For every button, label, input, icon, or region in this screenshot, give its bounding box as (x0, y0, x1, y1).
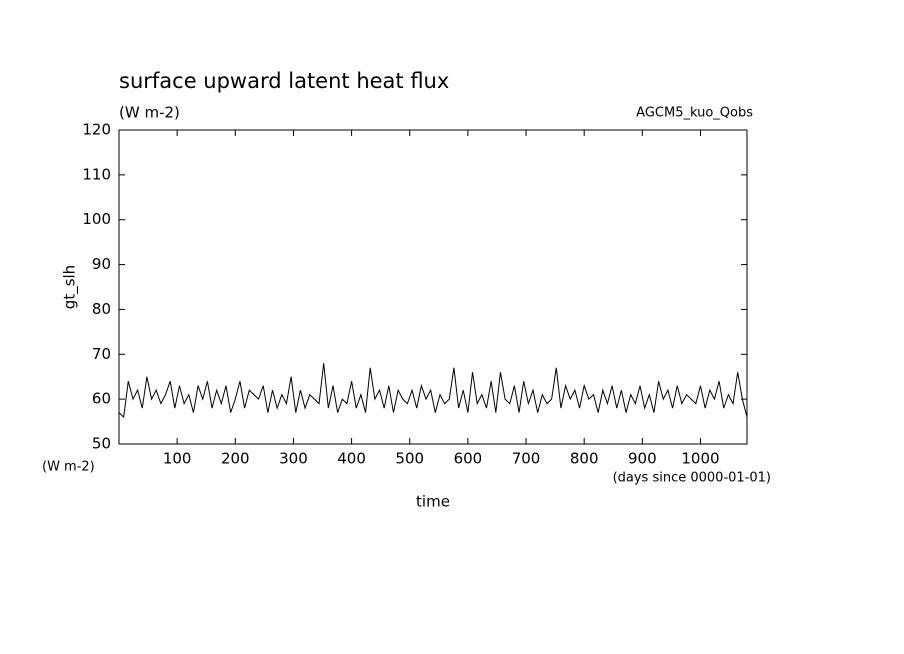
annotation: AGCM5_kuo_Qobs (636, 106, 753, 121)
x-axis-label: time (416, 493, 450, 511)
x-tick-label: 900 (628, 450, 657, 468)
x-tick-label: 300 (279, 450, 308, 468)
y-tick-label: 80 (92, 300, 111, 318)
x-tick-label: 700 (512, 450, 541, 468)
y-tick-label: 70 (92, 345, 111, 363)
y-tick-label: 110 (82, 165, 111, 183)
x-tick-label: 600 (454, 450, 483, 468)
x-tick-label: 200 (221, 450, 250, 468)
chart-title: surface upward latent heat flux (119, 69, 449, 93)
y-tick-label: 100 (82, 210, 111, 228)
x-tick-label: 400 (337, 450, 366, 468)
y-axis-label: gt_slh (61, 265, 80, 309)
y-tick-label: 120 (82, 121, 111, 139)
x-axis-units: (days since 0000-01-01) (613, 471, 771, 486)
y-tick-label: 50 (92, 435, 111, 453)
x-tick-label: 1000 (681, 450, 719, 468)
data-line (118, 363, 748, 419)
y-axis-units: (W m-2) (42, 460, 95, 475)
x-tick-label: 500 (395, 450, 424, 468)
plot-frame (118, 129, 748, 445)
x-tick-label: 100 (163, 450, 192, 468)
chart-units: (W m-2) (119, 104, 180, 122)
x-tick-label: 800 (570, 450, 599, 468)
y-tick-label: 60 (92, 390, 111, 408)
y-tick-label: 90 (92, 255, 111, 273)
